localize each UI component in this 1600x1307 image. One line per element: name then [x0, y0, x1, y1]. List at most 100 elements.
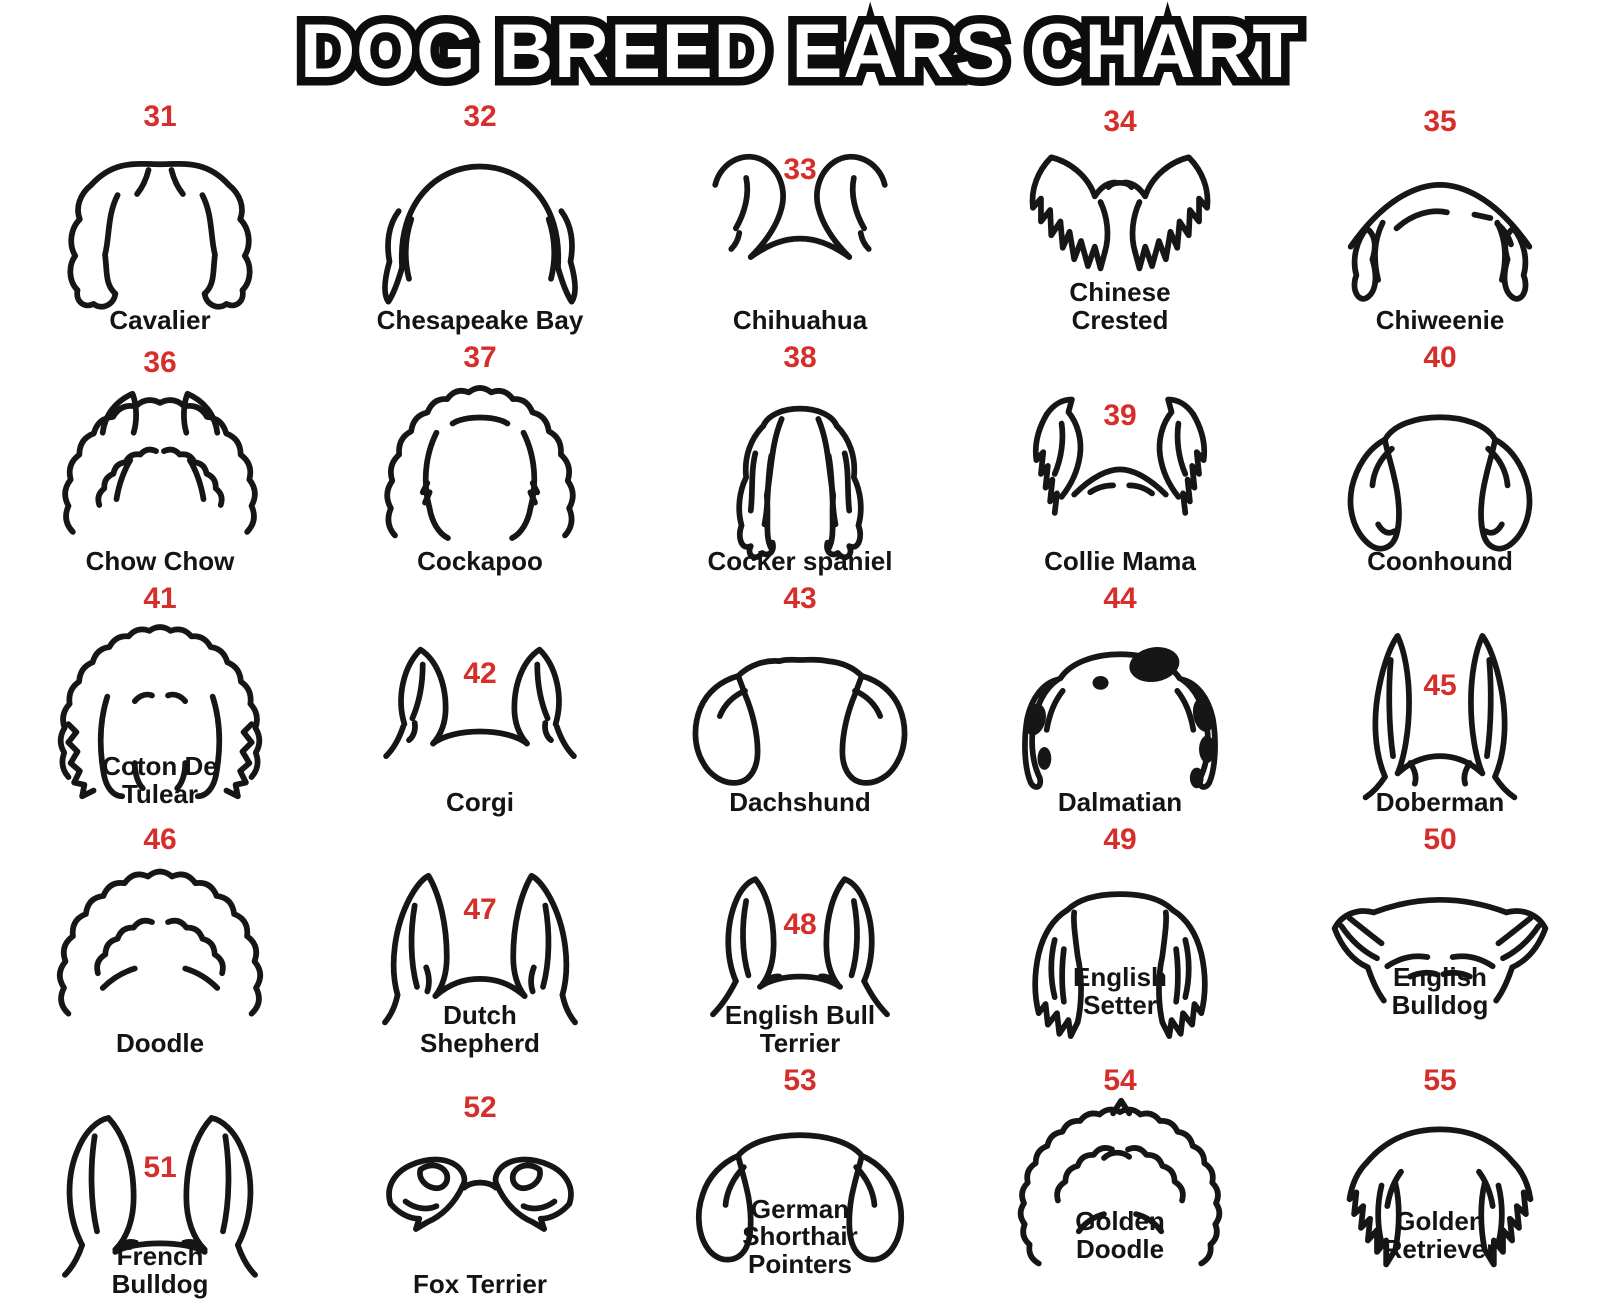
chart-title: DOG BREED EARS CHART DOG BREED EARS CHAR… [0, 1, 1600, 103]
ear-illustration-icon [1347, 181, 1533, 302]
breed-label: Fox Terrier [413, 1269, 547, 1300]
breed-number: 39 [1103, 399, 1137, 433]
breed-cell-52: 52 Fox Terrier [320, 1062, 640, 1303]
breed-cell-42: 42 Corgi [320, 580, 640, 821]
breed-number: 32 [463, 100, 497, 134]
breed-label: Dalmatian [1057, 787, 1183, 818]
breed-cell-47: 47 Dutch Shepherd [320, 821, 640, 1062]
breed-number: 38 [783, 341, 817, 375]
breed-cell-37: 37 Cockapoo [320, 339, 640, 580]
breed-number: 37 [463, 341, 497, 375]
ear-illustration-icon [1331, 896, 1549, 1004]
breed-number: 44 [1103, 582, 1137, 616]
breed-label: Chinese Crested [1069, 277, 1171, 336]
breed-label: Cocker spaniel [707, 546, 893, 577]
ear-illustration-icon [384, 385, 576, 541]
ear-illustration-icon [62, 390, 258, 535]
ear-illustration-icon [736, 405, 864, 561]
breed-cell-51: 51 French Bulldog [0, 1062, 320, 1303]
ear-illustration-icon [710, 876, 890, 1018]
breed-number: 43 [783, 582, 817, 616]
ear-illustration-icon [62, 1115, 258, 1278]
ear-illustration-icon [1022, 647, 1218, 790]
breed-label: English Bulldog [1391, 962, 1489, 1021]
breed-cell-46: 46 Doodle [0, 821, 320, 1062]
breed-number: 51 [143, 1151, 177, 1185]
breed-cell-34: 34 Chinese Crested [960, 98, 1280, 339]
breed-number: 53 [783, 1064, 817, 1098]
ear-illustration-icon [382, 163, 578, 305]
breed-label: French Bulldog [111, 1241, 209, 1300]
breed-cell-55: 55 Golden Retriever [1280, 1062, 1600, 1303]
breed-label: Corgi [446, 787, 514, 818]
breed-grid: 31 Cavalier 32 Chesapeake Bay 33 Chihuah… [0, 98, 1600, 1303]
breed-number: 33 [783, 153, 817, 187]
breed-label: Chiweenie [1375, 305, 1505, 336]
breed-cell-35: 35 Chiweenie [1280, 98, 1600, 339]
breed-cell-49: 49 English Setter [960, 821, 1280, 1062]
ear-illustration-icon [56, 868, 264, 1017]
breed-label: Chesapeake Bay [376, 305, 584, 336]
breed-label: Collie Mama [1044, 546, 1196, 577]
breed-label: Cavalier [109, 305, 211, 336]
ear-illustration-icon [1032, 396, 1208, 516]
ear-illustration-icon [712, 154, 888, 260]
breed-label: Dachshund [729, 787, 871, 818]
breed-cell-39: 39 Collie Mama [960, 339, 1280, 580]
breed-number: 50 [1423, 823, 1457, 857]
breed-number: 49 [1103, 823, 1137, 857]
breed-cell-41: 41 Coton De Tulear [0, 580, 320, 821]
breed-number: 45 [1423, 669, 1457, 703]
ear-illustration-icon [695, 1132, 905, 1263]
breed-cell-31: 31 Cavalier [0, 98, 320, 339]
chart-title-text: DOG BREED EARS CHART [300, 9, 1300, 94]
breed-cell-33: 33 Chihuahua [640, 98, 960, 339]
breed-cell-45: 45 Doberman [1280, 580, 1600, 821]
breed-number: 41 [143, 582, 177, 616]
breed-cell-43: 43 Dachshund [640, 580, 960, 821]
ear-illustration-icon [67, 161, 253, 310]
breed-label: Cockapoo [417, 546, 543, 577]
breed-number: 48 [783, 907, 817, 941]
breed-label: Chow Chow [85, 546, 235, 577]
breed-label: English Setter [1073, 962, 1167, 1021]
breed-number: 55 [1423, 1064, 1457, 1098]
breed-cell-53: 53 German Shorthair Pointers [640, 1062, 960, 1303]
breed-number: 54 [1103, 1064, 1137, 1098]
breed-number: 31 [143, 100, 177, 134]
breed-label: Doberman [1375, 787, 1505, 818]
breed-label: Coton De Tulear [102, 751, 218, 810]
breed-label: Golden Retriever [1383, 1206, 1497, 1265]
breed-number: 52 [463, 1090, 497, 1124]
breed-number: 35 [1423, 105, 1457, 139]
ear-illustration-icon [1362, 633, 1518, 801]
ear-illustration-icon [1032, 891, 1208, 1039]
breed-number: 47 [463, 893, 497, 927]
ear-illustration-icon [1017, 1097, 1223, 1267]
breed-cell-44: 44 Dalmatian [960, 580, 1280, 821]
breed-number: 34 [1103, 105, 1137, 139]
breed-number: 42 [463, 657, 497, 691]
breed-label: English Bull Terrier [724, 1000, 876, 1059]
ear-illustration-icon [386, 1156, 574, 1232]
breed-number: 36 [143, 346, 177, 380]
ear-illustration-icon [692, 656, 908, 786]
ear-illustration-icon [1346, 1126, 1534, 1268]
ear-illustration-icon [1029, 154, 1211, 272]
breed-label: Coonhound [1367, 546, 1513, 577]
ear-illustration-icon [382, 872, 578, 1026]
breed-cell-40: 40 Coonhound [1280, 339, 1600, 580]
breed-cell-50: 50 English Bulldog [1280, 821, 1600, 1062]
breed-label: Golden Doodle [1075, 1206, 1165, 1265]
breed-cell-48: 48 English Bull Terrier [640, 821, 960, 1062]
breed-cell-54: 54 Golden Doodle [960, 1062, 1280, 1303]
ear-illustration-icon [1347, 414, 1533, 552]
breed-label: Chihuahua [732, 305, 868, 336]
breed-label: Dutch Shepherd [420, 1000, 540, 1059]
breed-number: 46 [143, 823, 177, 857]
ear-illustration-icon [57, 624, 263, 800]
breed-cell-36: 36 Chow Chow [0, 339, 320, 580]
chart-title-outline: DOG BREED EARS CHART [292, 1, 1308, 103]
breed-label: Doodle [115, 1028, 205, 1059]
